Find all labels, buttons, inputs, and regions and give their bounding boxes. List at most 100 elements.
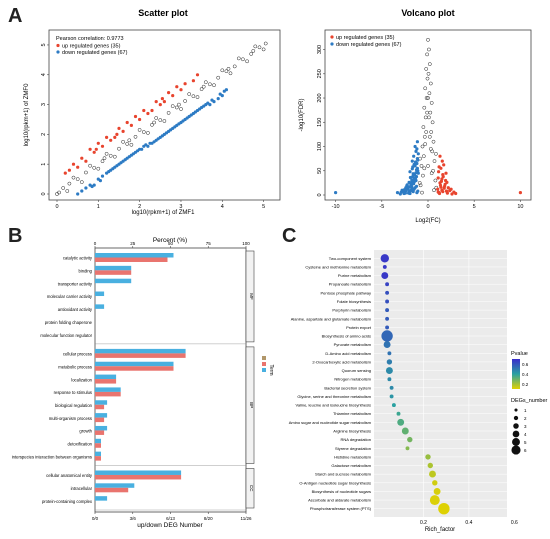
kegg-pathway-label: Nitrogen metabolism (334, 377, 371, 382)
go-category-label: detoxification (68, 441, 93, 446)
scatter-point-ns (179, 107, 183, 111)
volcano-point-up (454, 191, 458, 196)
scatter-point-up (129, 123, 133, 127)
scatter-legend: Pearson correlation: 0.9773 up regulated… (56, 36, 128, 56)
scatter-point-ns (154, 116, 159, 120)
scatter-point-ns (127, 138, 132, 143)
kegg-bubble (438, 503, 450, 515)
volcano-ytick-label: 150 (317, 118, 323, 127)
panel-label-b: B (8, 225, 22, 247)
scatter-point-ns (220, 68, 225, 73)
kegg-bubble (432, 480, 438, 486)
panel-label-a: A (8, 5, 22, 27)
scatter-point-down (131, 152, 135, 156)
volcano-point-up (444, 171, 448, 175)
volcano-point-ns (429, 101, 434, 105)
scatter-point-down (127, 155, 131, 159)
volcano-point-ns (428, 147, 433, 151)
volcano-point-ns (418, 183, 423, 188)
volcano-point-up (436, 187, 440, 191)
go-bottom-tick-label: 11/26 (241, 516, 252, 521)
go-category-label: cellular anatomical entity (46, 473, 93, 478)
scatter-xtick-label: 2 (138, 204, 141, 210)
scatter-point-up (195, 73, 200, 77)
kegg-pathway-label: Bacterial secretion system (324, 385, 371, 390)
volcano-point-down (412, 182, 416, 186)
scatter-point-ns (125, 142, 130, 146)
volcano-point-ns (429, 171, 434, 176)
kegg-bubble (407, 436, 413, 443)
go-top-tick-label: 100 (242, 241, 250, 246)
scatter-point-down (198, 107, 202, 111)
volcano-point-ns (429, 130, 434, 134)
go-category-label: protein-containing complex (42, 499, 93, 504)
volcano-point-ns (422, 166, 427, 171)
volcano-xtick-label: -10 (332, 204, 340, 210)
kegg-pvalue-legend: Pvalue 0.6 0.4 0.2 (511, 351, 529, 389)
go-bar-down (95, 278, 132, 284)
scatter-point-down (136, 149, 140, 153)
kegg-xtick-label: 0.2 (420, 520, 427, 526)
kegg-pathway-label: Histidine metabolism (334, 454, 372, 459)
scatter-point-up (138, 117, 142, 122)
go-category-label: binding (78, 269, 92, 274)
kegg-bubble (429, 470, 436, 478)
kegg-pathway-label: RNA degradation (341, 437, 371, 442)
kegg-size-legend-label: 2 (524, 416, 527, 421)
kegg-pathway-label: Purine metabolism (338, 273, 372, 278)
volcano-point-down (415, 140, 419, 144)
go-category-label: multi-organism process (49, 416, 92, 421)
scatter-xtick-label: 0 (55, 204, 58, 210)
scatter-point-ns (249, 52, 254, 56)
go-bar-chart: Percent (%) 0 25 50 75 100 catalytic activit… (12, 237, 274, 529)
volcano-point-down (413, 186, 417, 190)
scatter-point-down (111, 167, 115, 171)
scatter-point-down (177, 122, 181, 126)
kegg-size-legend-label: 3 (524, 424, 527, 429)
scatter-ytick-label: 3 (41, 103, 47, 106)
scatter-point-up (171, 94, 175, 98)
volcano-ytick-label: 300 (317, 45, 323, 54)
scatter-point-up (92, 150, 96, 154)
scatter-point-ns (241, 57, 245, 62)
kegg-xlabel: Rich_factor (425, 527, 455, 533)
volcano-point-ns (426, 96, 430, 100)
kegg-pathway-label: Quorum sensing (342, 368, 371, 373)
kegg-size-legend-label: 4 (524, 432, 527, 437)
scatter-point-ns (199, 87, 204, 91)
kegg-size-legend-dot (511, 445, 521, 455)
volcano-point-ns (422, 134, 427, 139)
scatter-point-down (76, 192, 80, 196)
volcano-ytick-label: 100 (317, 142, 323, 151)
scatter-point-down (98, 179, 102, 183)
volcano-point-down (334, 191, 338, 195)
go-group-label: MF (249, 293, 254, 300)
scatter-point-ns (100, 159, 105, 164)
kegg-pvalue-title: Pvalue (511, 351, 528, 357)
volcano-point-up (442, 163, 446, 167)
kegg-pathway-label: Pentose phosphate pathway (321, 290, 371, 295)
go-category-label: biological regulation (55, 403, 93, 408)
scatter-point-ns (257, 45, 262, 50)
scatter-point-down (119, 161, 123, 165)
scatter-point-ns (92, 165, 97, 170)
scatter-point-down (181, 119, 185, 123)
kegg-bubble (429, 495, 440, 506)
volcano-point-ns (427, 134, 432, 139)
volcano-point-ns (423, 115, 428, 120)
volcano-ytick-label: 250 (317, 69, 323, 78)
scatter-point-up (160, 97, 164, 101)
scatter-point-ns (79, 180, 84, 184)
volcano-ytick-label: 0 (317, 193, 323, 196)
volcano-point-ns (432, 159, 437, 163)
volcano-point-down (414, 171, 418, 175)
scatter-point-down (100, 174, 105, 178)
scatter-xlabel: log10(rpkm+1) of ZMF1 (132, 210, 196, 216)
scatter-xtick-label: 1 (97, 204, 100, 210)
scatter-point-ns (226, 66, 231, 71)
volcano-legend-down: down regulated genes (67) (336, 42, 402, 48)
volcano-point-ns (433, 178, 438, 183)
kegg-size-legend-label: 6 (524, 448, 527, 453)
kegg-pathway-label: O-Antigen nucleotide sugar biosynthesis (299, 480, 371, 485)
